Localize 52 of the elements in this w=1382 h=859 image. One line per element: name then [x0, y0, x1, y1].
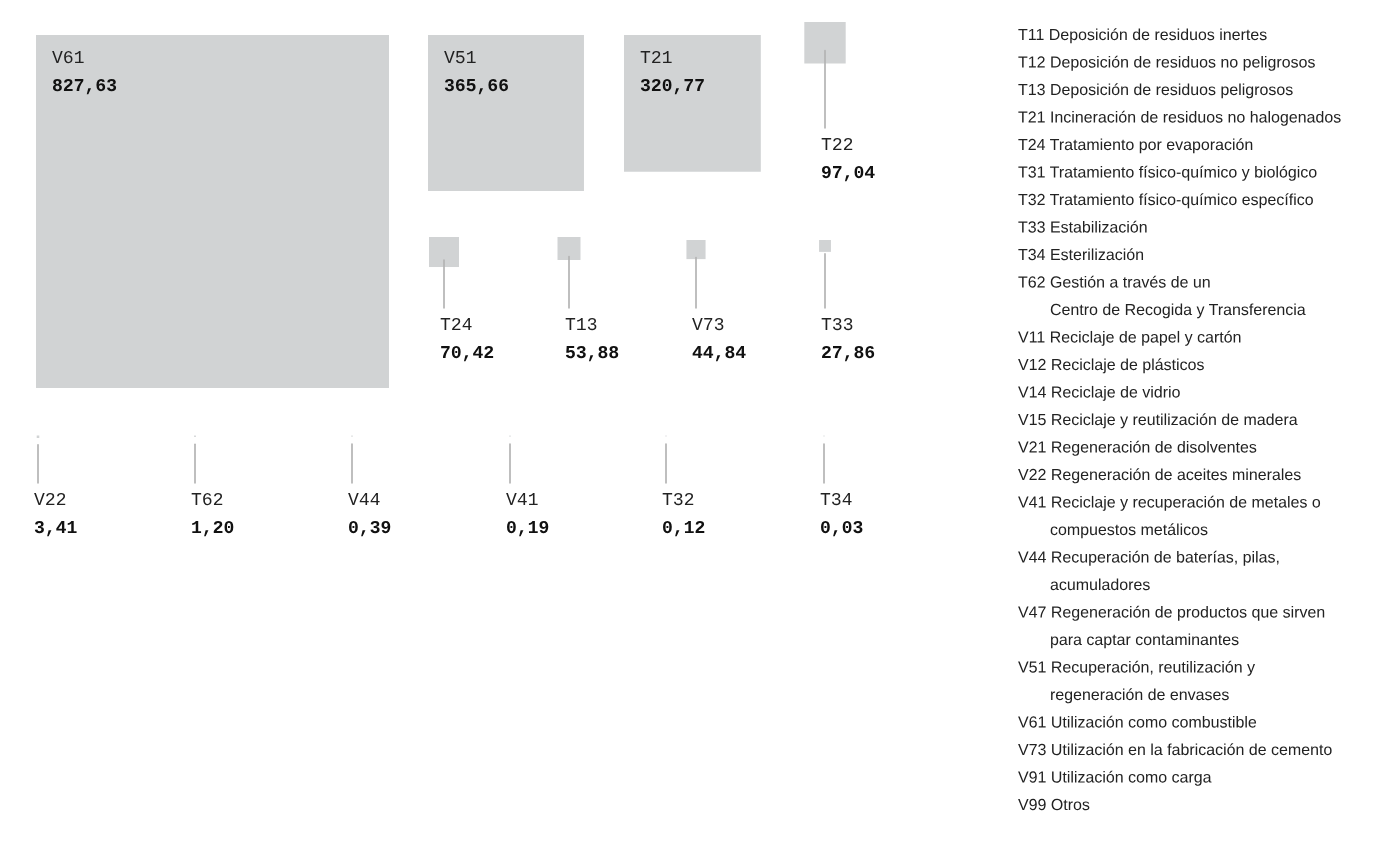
text: V61 Utilización como combustible — [1018, 715, 1257, 728]
text: V12 Reciclaje de plásticos — [1018, 358, 1204, 374]
category-label: T34 — [820, 492, 852, 506]
data-label: 3,41 — [34, 520, 77, 537]
text: V22 Regeneración de aceites minerales — [1018, 468, 1301, 484]
text: T31 Tratamiento físico-químico y biológico — [1018, 165, 1317, 181]
category-label: V51 — [444, 51, 476, 64]
category-label: T24 — [440, 317, 472, 330]
text: T33 Estabilización — [1018, 220, 1147, 233]
text: V73 Utilización en la fabricación de cemento — [1018, 743, 1332, 756]
data-label: 0,19 — [507, 520, 549, 537]
data-label: 97,04 — [822, 165, 875, 182]
data-label: 320,77 — [640, 78, 704, 95]
text: V47 Regeneración de productos que sirven para captar contaminantes — [1018, 605, 1325, 649]
text: V11 Reciclaje de papel y cartón — [1018, 330, 1241, 346]
text: T32 Tratamiento físico-químico específico — [1018, 193, 1313, 209]
data-label: 365,66 — [444, 78, 508, 95]
text: V15 Reciclaje y reutilización de madera — [1018, 413, 1298, 429]
text: V91 Utilización como carga — [1018, 770, 1212, 786]
text: V41 Reciclaje y recuperación de metales o compuestos metálicos — [1018, 495, 1321, 539]
text: T11 Deposición de residuos inertes — [1018, 28, 1267, 44]
category-label: T21 — [640, 50, 672, 63]
text: V99 Otros — [1018, 798, 1090, 811]
data-label: 44,84 — [692, 345, 746, 362]
text: T13 Deposición de residuos peligrosos — [1018, 83, 1293, 99]
category-label: V73 — [692, 317, 724, 331]
text: V44 Recuperación de baterías, pilas, acumuladores — [1018, 550, 1279, 591]
data-label: 27,86 — [822, 345, 875, 362]
data-label: 0,12 — [663, 520, 705, 537]
text: T62 Gestión a través de un Centro de Recogida y Transferencia — [1018, 275, 1306, 319]
text: T34 Esterilización — [1018, 248, 1144, 261]
data-label: 827,63 — [52, 78, 117, 95]
text: V21 Regeneración de disolventes — [1018, 440, 1257, 456]
text: T21 Incineración de residuos no halogenados — [1018, 110, 1341, 126]
data-label: 53,88 — [565, 345, 619, 362]
category-label: T13 — [565, 317, 597, 331]
data-label: 70,42 — [441, 345, 494, 362]
category-label: T62 — [191, 492, 223, 506]
category-label: V44 — [348, 493, 380, 505]
category-label: T33 — [821, 317, 853, 331]
text: V51 Recuperación, reutilización y regeneración de envases — [1018, 660, 1256, 704]
category-label: V41 — [506, 493, 538, 505]
category-label: V61 — [52, 50, 84, 64]
text: T12 Deposición de residuos no peligrosos — [1018, 55, 1315, 71]
data-label: 0,03 — [821, 520, 863, 537]
category-label: V22 — [34, 492, 66, 505]
text: T24 Tratamiento por evaporación — [1018, 138, 1253, 154]
category-label: T22 — [821, 137, 853, 150]
data-label: 0,39 — [349, 520, 391, 537]
data-label: 1,20 — [192, 520, 234, 537]
category-label: T32 — [662, 492, 694, 506]
text: V14 Reciclaje de vidrio — [1018, 385, 1180, 401]
